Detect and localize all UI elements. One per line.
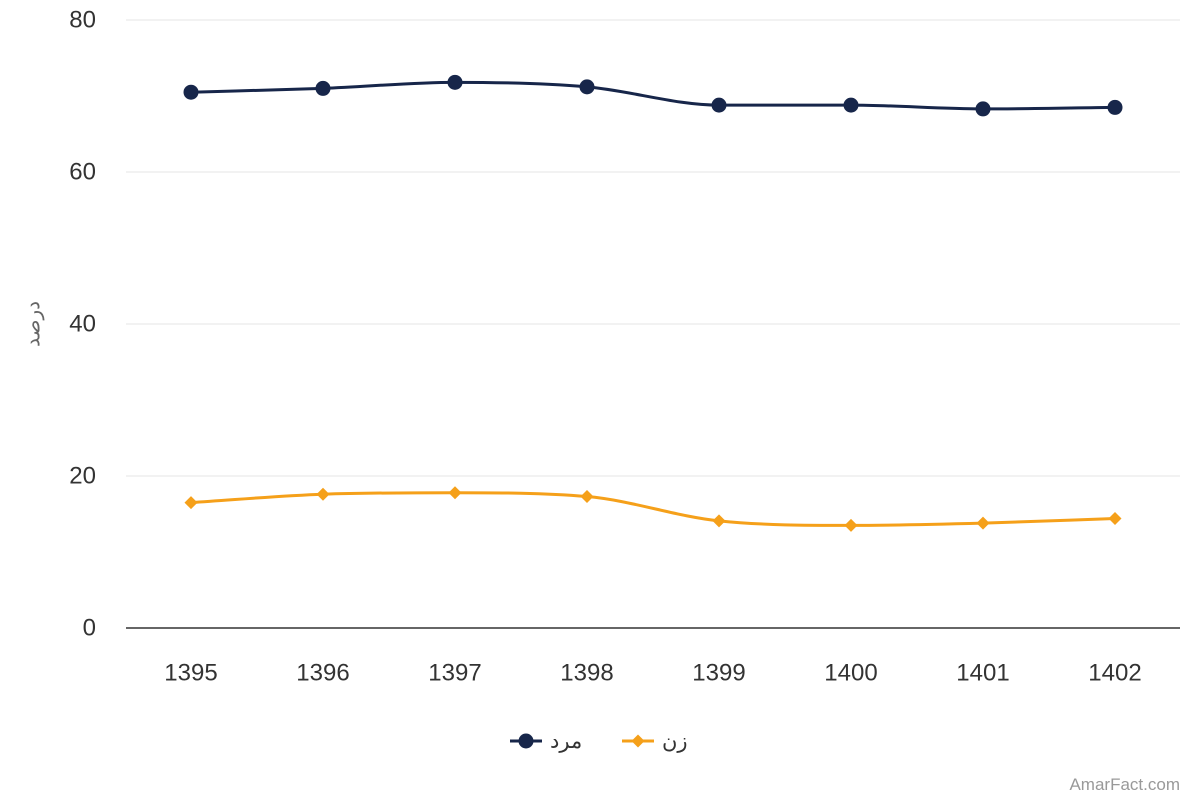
x-tick-label: 1395 — [164, 660, 217, 687]
series-men — [183, 74, 1123, 117]
x-axis-tick-labels: 1395 1396 1397 1398 1399 1400 1401 1402 — [164, 660, 1141, 687]
data-point[interactable] — [976, 516, 990, 530]
series-line[interactable] — [189, 80, 1117, 111]
data-point[interactable] — [183, 84, 199, 100]
legend-item[interactable]: زن — [622, 729, 688, 753]
y-tick-label: 80 — [69, 7, 96, 34]
legend-marker-swatch[interactable] — [631, 734, 645, 748]
legend[interactable]: مرد زن — [510, 729, 688, 753]
data-point[interactable] — [315, 80, 331, 96]
y-tick-label: 0 — [83, 615, 96, 642]
series — [183, 74, 1123, 532]
data-point[interactable] — [711, 97, 727, 113]
data-point[interactable] — [579, 79, 595, 95]
legend-label: مرد — [550, 729, 582, 753]
data-point[interactable] — [844, 518, 858, 532]
x-tick-label: 1402 — [1088, 660, 1141, 687]
series-line[interactable] — [189, 491, 1117, 527]
x-tick-label: 1396 — [296, 660, 349, 687]
data-point[interactable] — [447, 74, 463, 90]
legend-item[interactable]: مرد — [510, 729, 582, 753]
data-point[interactable] — [712, 514, 726, 528]
data-point[interactable] — [316, 487, 330, 501]
y-axis-tick-labels: 0 20 40 60 80 — [69, 7, 96, 642]
legend-marker-swatch[interactable] — [518, 733, 534, 749]
data-point[interactable] — [184, 496, 198, 510]
x-tick-label: 1399 — [692, 660, 745, 687]
legend-label: زن — [662, 729, 688, 753]
y-tick-label: 20 — [69, 463, 96, 490]
data-point[interactable] — [1108, 512, 1122, 526]
y-tick-label: 40 — [69, 311, 96, 338]
grid-lines — [126, 19, 1180, 629]
data-point[interactable] — [843, 97, 859, 113]
x-tick-label: 1400 — [824, 660, 877, 687]
x-tick-label: 1398 — [560, 660, 613, 687]
data-point[interactable] — [580, 490, 594, 504]
series-women — [184, 486, 1122, 532]
credit-text[interactable]: AmarFact.com — [1069, 775, 1180, 794]
data-point[interactable] — [448, 486, 462, 500]
x-tick-label: 1401 — [956, 660, 1009, 687]
y-axis-title: درصد — [21, 301, 45, 347]
data-point[interactable] — [975, 101, 991, 117]
x-tick-label: 1397 — [428, 660, 481, 687]
y-tick-label: 60 — [69, 159, 96, 186]
data-point[interactable] — [1107, 99, 1123, 115]
